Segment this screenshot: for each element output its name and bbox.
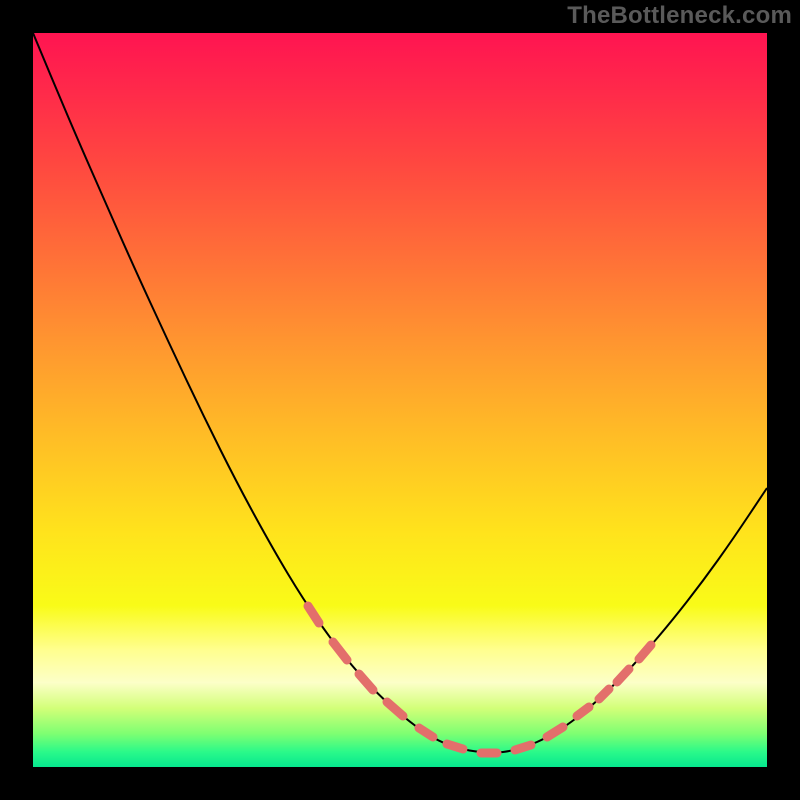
- plot-area: [33, 33, 767, 767]
- watermark-text: TheBottleneck.com: [567, 2, 792, 30]
- chart-frame: TheBottleneck.com: [0, 0, 800, 800]
- bottleneck-chart: [33, 33, 767, 767]
- gradient-background: [33, 33, 767, 767]
